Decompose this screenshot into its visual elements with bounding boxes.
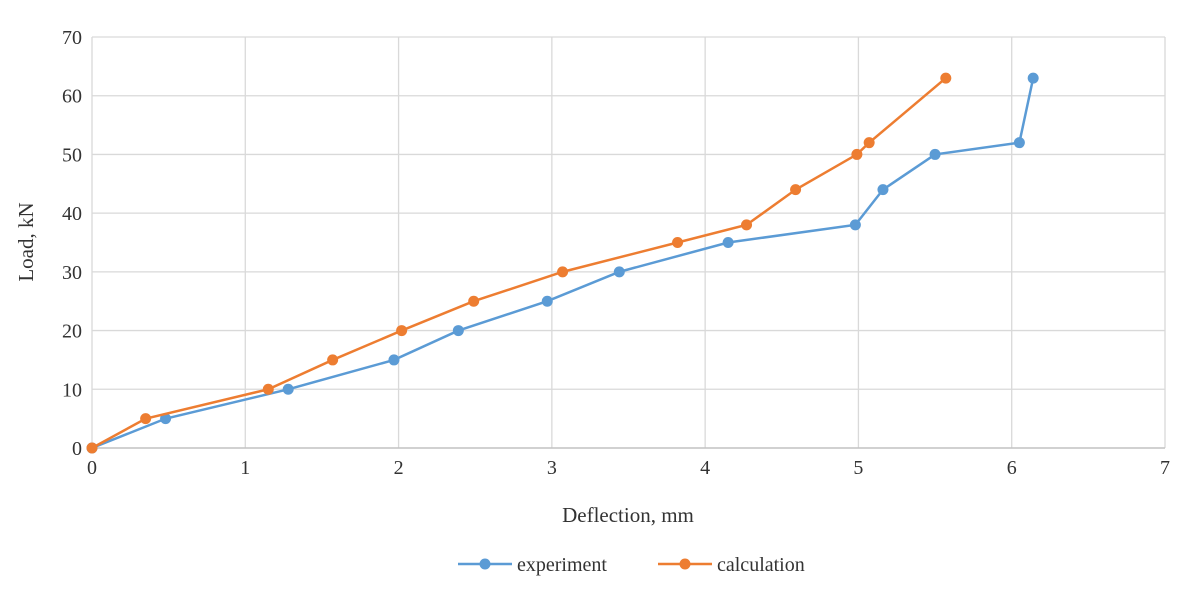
y-tick-label: 30: [62, 262, 82, 284]
data-point-experiment: [929, 148, 941, 160]
data-point-experiment: [849, 219, 861, 231]
x-tick-label: 2: [394, 457, 404, 479]
data-point-experiment: [1013, 137, 1025, 149]
y-axis-label: Load, kN: [14, 202, 38, 281]
data-point-calculation: [790, 184, 802, 196]
legend-label-calculation: calculation: [717, 554, 805, 576]
data-point-calculation: [851, 148, 863, 160]
y-tick-label: 10: [62, 379, 82, 401]
data-point-experiment: [722, 237, 734, 248]
x-tick-label: 6: [1007, 457, 1017, 479]
data-point-calculation: [468, 295, 480, 307]
series-line-calculation: [91, 77, 947, 450]
legend-marker-experiment: [479, 558, 491, 570]
x-tick-label: 3: [547, 457, 557, 479]
data-point-calculation: [863, 137, 875, 149]
legend-label-experiment: experiment: [517, 554, 607, 576]
data-point-experiment: [160, 413, 172, 425]
data-point-calculation: [327, 354, 339, 366]
data-point-experiment: [541, 295, 553, 307]
data-point-experiment: [877, 184, 889, 196]
data-point-calculation: [741, 219, 753, 231]
data-point-experiment: [452, 325, 464, 337]
data-point-experiment: [1027, 72, 1039, 84]
x-tick-label: 0: [87, 457, 97, 479]
x-axis-label: Deflection, mm: [562, 503, 694, 527]
x-tick-label: 7: [1160, 457, 1170, 479]
data-point-experiment: [282, 383, 294, 395]
y-tick-label: 0: [72, 438, 82, 460]
x-tick-label: 5: [853, 457, 863, 479]
x-tick-label: 4: [700, 457, 710, 479]
legend-marker-calculation: [679, 558, 691, 570]
data-point-calculation: [262, 383, 274, 395]
series-group: [86, 72, 1039, 454]
y-tick-label: 70: [62, 27, 82, 49]
data-point-calculation: [672, 237, 684, 248]
grid: [91, 36, 1166, 449]
data-point-calculation: [557, 266, 569, 278]
data-point-calculation: [396, 325, 408, 337]
data-point-calculation: [140, 413, 152, 425]
series-line-experiment: [91, 77, 1035, 450]
y-tick-label: 20: [62, 321, 82, 343]
data-point-calculation: [86, 442, 98, 454]
y-tick-label: 40: [62, 203, 82, 225]
x-tick-label: 1: [240, 457, 250, 479]
tick-labels: 0 10 20 30 40 50 60 70 0 1 2 3 4 5 6 7: [62, 27, 1170, 479]
y-tick-label: 60: [62, 86, 82, 108]
data-point-experiment: [388, 354, 400, 366]
y-tick-label: 50: [62, 144, 82, 166]
data-point-calculation: [940, 72, 952, 84]
legend: experiment calculation: [458, 554, 805, 576]
data-point-experiment: [613, 266, 625, 278]
